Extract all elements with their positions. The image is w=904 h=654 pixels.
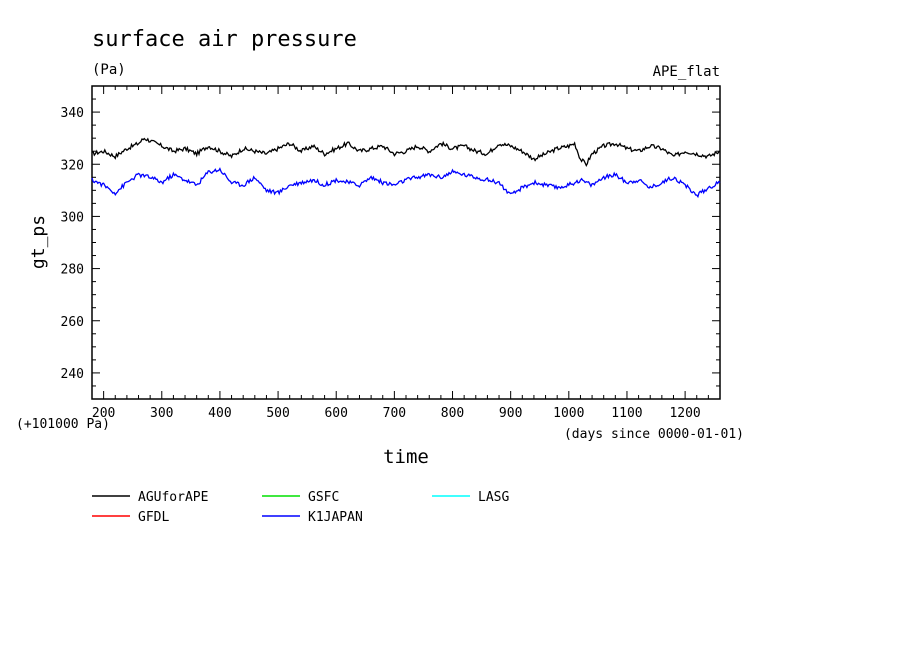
x-tick-label: 1100: [611, 406, 642, 421]
y-tick-label: 240: [61, 367, 84, 382]
legend-label: LASG: [478, 490, 509, 505]
legend-item-lasg: LASG: [432, 490, 509, 505]
y-axis-ticks: 240 260 280 300 320 340: [61, 85, 720, 400]
legend-item-aguforape: AGUforAPE: [92, 490, 208, 505]
y-tick-label: 300: [61, 210, 84, 225]
series-line-k1japan: [91, 167, 721, 199]
x-tick-label: 900: [499, 406, 522, 421]
y-offset-note: (+101000 Pa): [16, 417, 110, 432]
x-tick-label: 300: [150, 406, 173, 421]
y-tick-label: 280: [61, 263, 84, 278]
legend-label: K1JAPAN: [308, 510, 363, 525]
units-label: (Pa): [92, 62, 126, 78]
x-tick-label: 800: [441, 406, 464, 421]
x-units-note: (days since 0000-01-01): [564, 427, 744, 442]
legend-item-gsfc: GSFC: [262, 490, 339, 505]
x-tick-label: 1200: [669, 406, 700, 421]
legend-label: AGUforAPE: [138, 490, 208, 505]
legend: AGUforAPE GFDL GSFC K1JAPAN LASG: [92, 490, 509, 525]
x-tick-label: 700: [383, 406, 406, 421]
y-tick-label: 340: [61, 106, 84, 121]
series-lines: [91, 137, 721, 199]
y-tick-label: 320: [61, 158, 84, 173]
legend-label: GSFC: [308, 490, 339, 505]
x-axis-ticks: 200 300 400 500 600 700 800 900 1000 1100 1200: [91, 86, 721, 421]
series-line-aguforape: [91, 137, 721, 167]
x-axis-label: time: [383, 446, 429, 468]
x-tick-label: 500: [266, 406, 289, 421]
x-tick-label: 600: [324, 406, 347, 421]
y-axis-label: gt_ps: [28, 215, 49, 269]
legend-item-k1japan: K1JAPAN: [262, 510, 363, 525]
x-tick-label: 400: [208, 406, 231, 421]
plot-frame: [91, 85, 721, 400]
legend-item-gfdl: GFDL: [92, 510, 169, 525]
experiment-label: APE_flat: [653, 64, 720, 80]
legend-label: GFDL: [138, 510, 169, 525]
x-tick-label: 200: [92, 406, 115, 421]
y-tick-label: 260: [61, 315, 84, 330]
chart-title: surface air pressure: [92, 27, 357, 52]
x-tick-label: 1000: [553, 406, 584, 421]
